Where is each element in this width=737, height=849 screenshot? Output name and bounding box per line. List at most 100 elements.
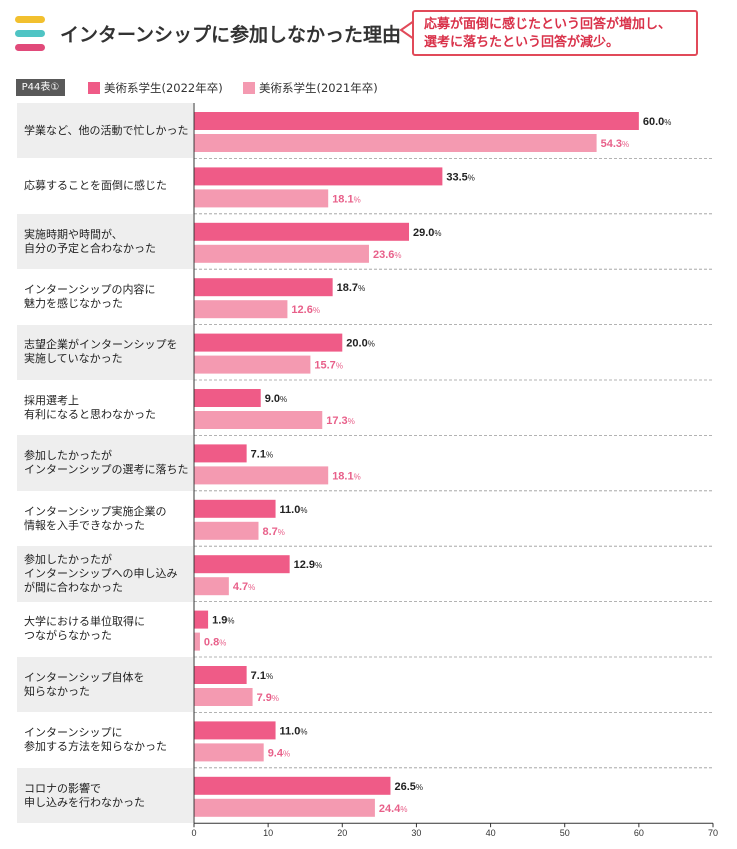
yellow-stripe-icon [15, 16, 45, 23]
bar-2022 [194, 555, 290, 574]
bar-2022 [194, 389, 261, 407]
bar-2021 [194, 300, 288, 319]
value-unit: % [354, 472, 361, 481]
bar-2021 [194, 466, 329, 485]
callout-pointer-icon [399, 20, 414, 40]
bar-2022 [194, 721, 276, 740]
value-unit: % [354, 195, 361, 204]
bar-2021 [194, 743, 264, 762]
value-number: 15.7 [314, 360, 335, 372]
value-label-2021: 18.1% [332, 193, 361, 205]
x-tick-label: 20 [337, 828, 347, 838]
value-label-2022: 1.9% [212, 615, 234, 627]
callout-box: 応募が面倒に感じたという回答が増加し、 選考に落ちたという回答が減少。 [412, 10, 698, 56]
bar-2021 [194, 688, 253, 706]
value-unit: % [368, 340, 375, 349]
value-number: 12.6 [291, 304, 312, 316]
value-number: 60.0 [643, 116, 664, 128]
pink-stripe-icon [15, 44, 45, 51]
value-unit: % [358, 284, 365, 293]
value-number: 8.7 [263, 526, 278, 538]
category-label: インターンシップに 参加する方法を知らなかった [24, 726, 167, 754]
value-unit: % [280, 395, 287, 404]
x-tick-label: 70 [708, 828, 718, 838]
category-label-background [17, 435, 193, 491]
bar-2021 [194, 411, 323, 429]
bar-2022 [194, 112, 639, 130]
value-unit: % [468, 173, 475, 182]
bar-2021 [194, 189, 329, 208]
value-label-2021: 12.6% [291, 304, 320, 316]
bar-2022 [194, 278, 333, 297]
value-number: 54.3 [601, 138, 622, 150]
value-label-2022: 60.0% [643, 116, 672, 128]
value-label-2021: 4.7% [233, 581, 255, 593]
category-label-background [17, 546, 193, 602]
value-number: 33.5 [446, 171, 467, 183]
bar-2022 [194, 610, 209, 629]
legend-label-2022: 美術系学生(2022年卒) [104, 81, 223, 95]
teal-stripe-icon [15, 30, 45, 37]
value-label-2021: 17.3% [326, 415, 355, 427]
value-label-2022: 18.7% [337, 282, 366, 294]
value-unit: % [278, 528, 285, 537]
category-label: 参加したかったが インターンシップの選考に落ちた [24, 449, 189, 477]
x-tick-label: 0 [191, 828, 196, 838]
value-number: 20.0 [346, 338, 367, 350]
value-number: 17.3 [326, 415, 347, 427]
bar-2022 [194, 167, 443, 186]
value-number: 12.9 [294, 559, 315, 571]
legend: P44表① 美術系学生(2022年卒) 美術系学生(2021年卒) [0, 78, 737, 98]
value-unit: % [248, 583, 255, 592]
value-label-2022: 11.0% [280, 725, 308, 737]
value-unit: % [219, 639, 226, 648]
value-unit: % [266, 672, 273, 681]
value-label-2021: 8.7% [263, 526, 285, 538]
bar-2021 [194, 134, 597, 152]
category-label: インターンシップ実施企業の 情報を入手できなかった [24, 504, 167, 532]
x-tick-label: 30 [411, 828, 421, 838]
x-tick-label: 60 [634, 828, 644, 838]
value-unit: % [664, 118, 671, 127]
value-label-2022: 26.5% [394, 781, 423, 793]
bar-2021 [194, 632, 200, 651]
category-label: 大学における単位取得に つながらなかった [24, 615, 145, 643]
value-number: 0.8 [204, 637, 219, 649]
callout-line-2: 選考に落ちたという回答が減少。 [424, 35, 620, 50]
value-label-2021: 0.8% [204, 637, 226, 649]
value-label-2021: 54.3% [601, 138, 630, 150]
value-number: 24.4 [379, 803, 401, 815]
category-label: 実施時期や時間が、 自分の予定と合わなかった [24, 227, 156, 255]
header: インターンシップに参加しなかった理由 応募が面倒に感じたという回答が増加し、 選… [0, 0, 737, 70]
value-unit: % [227, 617, 234, 626]
value-unit: % [336, 362, 343, 371]
bar-2022 [194, 333, 343, 352]
bar-2021 [194, 355, 311, 374]
callout-line-1: 応募が面倒に感じたという回答が増加し、 [424, 17, 672, 32]
value-label-2022: 11.0% [280, 504, 308, 516]
value-unit: % [313, 306, 320, 315]
category-label: 採用選考上 有利になると思わなかった [24, 393, 156, 421]
bar-2021 [194, 798, 375, 817]
value-unit: % [434, 229, 441, 238]
category-label: 応募することを面倒に感じた [24, 179, 167, 193]
category-label: 参加したかったが インターンシップへの申し込み が間に合わなかった [24, 552, 178, 594]
value-number: 7.9 [257, 692, 272, 704]
category-label: 志望企業がインターンシップを 実施していなかった [24, 338, 178, 366]
category-label-background [17, 103, 193, 159]
value-number: 26.5 [394, 781, 415, 793]
legend-swatch-2022 [88, 82, 100, 94]
bar-2022 [194, 666, 247, 684]
value-unit: % [348, 417, 355, 426]
category-label: インターンシップの内容に 魅力を感じなかった [24, 282, 156, 310]
value-number: 11.0 [280, 504, 301, 516]
value-unit: % [272, 694, 279, 703]
value-number: 4.7 [233, 581, 248, 593]
value-number: 7.1 [251, 448, 266, 460]
value-unit: % [266, 450, 273, 459]
bar-2022 [194, 222, 410, 241]
value-label-2021: 24.4% [379, 803, 408, 815]
value-label-2021: 9.4% [268, 747, 290, 759]
value-label-2021: 23.6% [373, 249, 402, 261]
